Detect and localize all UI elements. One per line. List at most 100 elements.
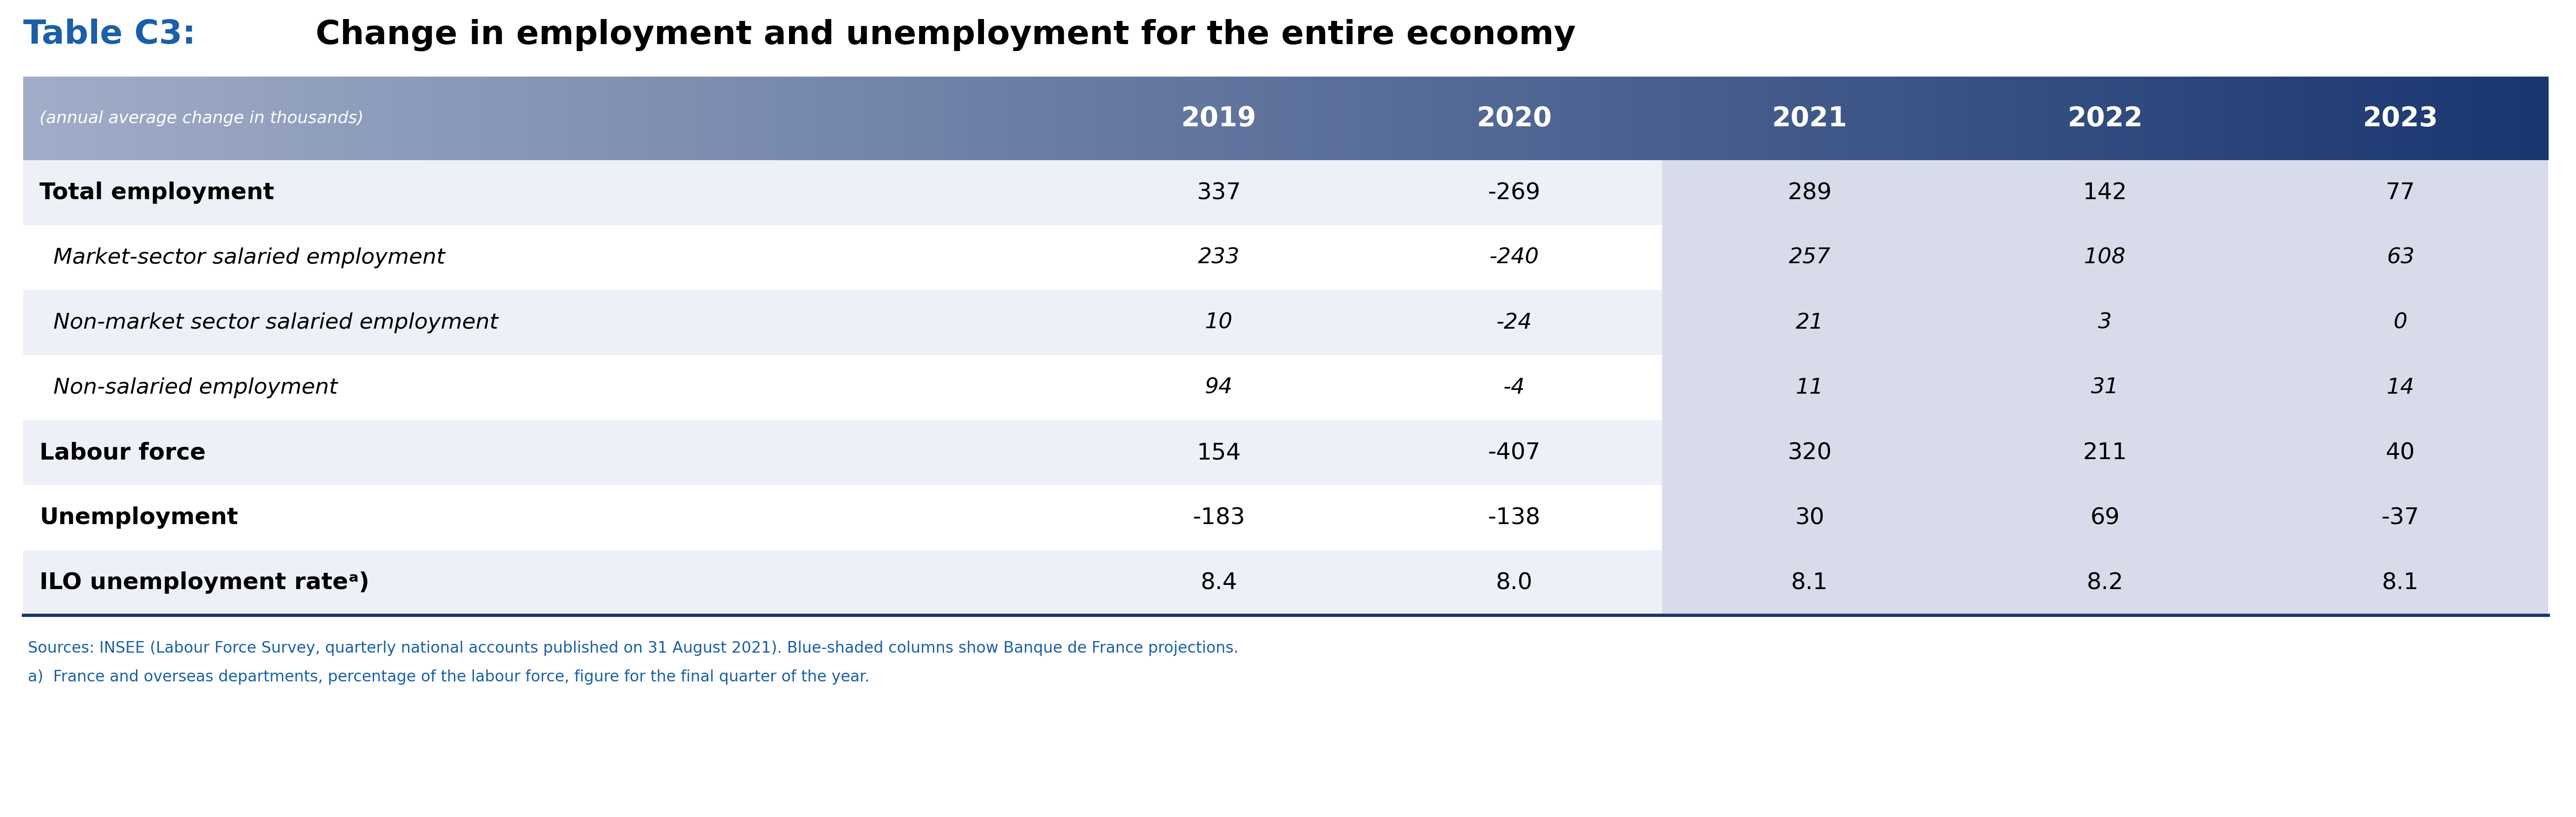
Bar [1378, 77, 1386, 160]
Bar [899, 77, 907, 160]
Bar [773, 77, 781, 160]
Bar [2161, 77, 2169, 160]
Text: 3: 3 [2097, 312, 2112, 333]
Bar [1984, 77, 1994, 160]
Bar [2177, 77, 2187, 160]
Bar [587, 77, 595, 160]
Bar [224, 77, 234, 160]
Text: 211: 211 [2084, 441, 2128, 464]
Bar [1100, 77, 1110, 160]
Bar [469, 77, 479, 160]
Bar [2347, 77, 2354, 160]
Bar [41, 77, 49, 160]
Bar [1832, 77, 1842, 160]
Bar [276, 77, 283, 160]
Bar [90, 77, 100, 160]
Bar [1445, 77, 1455, 160]
Bar [2102, 77, 2110, 160]
Text: 289: 289 [1788, 181, 1832, 203]
Bar [907, 77, 917, 160]
Bar [1731, 77, 1741, 160]
Bar [1950, 77, 1960, 160]
Bar [2488, 77, 2499, 160]
Text: 11: 11 [1795, 377, 1824, 398]
Bar [696, 77, 706, 160]
Bar [31, 77, 41, 160]
Bar [1025, 77, 1033, 160]
Bar [1074, 77, 1084, 160]
Text: -183: -183 [1193, 507, 1244, 529]
Bar [1412, 77, 1422, 160]
Text: (annual average change in thousands): (annual average change in thousands) [39, 110, 363, 127]
Bar [1244, 77, 1252, 160]
Bar [2110, 77, 2120, 160]
Bar [1226, 77, 1236, 160]
Bar [1522, 77, 1530, 160]
Bar [1352, 77, 1363, 160]
Bar [1868, 77, 1875, 160]
Text: a)  France and overseas departments, percentage of the labour force, figure for : a) France and overseas departments, perc… [28, 669, 871, 685]
Bar [1623, 77, 1631, 160]
Bar [992, 77, 999, 160]
Bar [1757, 77, 1767, 160]
Bar [410, 77, 420, 160]
Bar [1656, 77, 1664, 160]
Bar [361, 77, 368, 160]
Text: 21: 21 [1795, 312, 1824, 333]
Bar [2499, 77, 2506, 160]
Bar [461, 77, 469, 160]
Bar [2455, 77, 2465, 160]
Bar [1285, 77, 1296, 160]
Text: 8.1: 8.1 [2383, 571, 2419, 594]
Bar [502, 77, 513, 160]
Text: 10: 10 [1206, 312, 1234, 333]
Text: Market-sector salaried employment: Market-sector salaried employment [39, 248, 446, 268]
Bar [1437, 77, 1445, 160]
Bar [2372, 77, 2380, 160]
Bar [368, 77, 376, 160]
Bar [335, 77, 343, 160]
Bar [2473, 77, 2481, 160]
Bar [2254, 77, 2262, 160]
Bar [142, 77, 149, 160]
Bar [855, 77, 866, 160]
Bar [1909, 77, 1917, 160]
Bar [528, 77, 536, 160]
Bar [1200, 77, 1211, 160]
Bar [562, 77, 572, 160]
Bar [294, 77, 301, 160]
Bar [1193, 77, 1203, 160]
Bar [974, 77, 984, 160]
Bar [2321, 77, 2329, 160]
Text: 154: 154 [1198, 441, 1242, 464]
Bar [1463, 77, 1471, 160]
Bar [428, 77, 435, 160]
Bar [1546, 77, 1556, 160]
Bar [1901, 77, 1909, 160]
Text: -24: -24 [1497, 312, 1533, 333]
Bar [1430, 77, 1437, 160]
Bar [1118, 77, 1126, 160]
Bar [2017, 77, 2027, 160]
Bar [940, 77, 951, 160]
Bar [1662, 290, 2548, 355]
Text: 108: 108 [2084, 248, 2125, 268]
Bar [2362, 77, 2372, 160]
Bar [747, 77, 755, 160]
Bar [948, 77, 958, 160]
Bar [75, 77, 82, 160]
Bar [981, 77, 992, 160]
Text: 63: 63 [2385, 248, 2414, 268]
Text: 69: 69 [2089, 507, 2120, 529]
Bar [2506, 77, 2514, 160]
Bar [1883, 77, 1893, 160]
Text: 320: 320 [1788, 441, 1832, 464]
Bar [1396, 77, 1404, 160]
Bar [250, 77, 260, 160]
Text: 2020: 2020 [1476, 105, 1551, 132]
Bar [2143, 77, 2154, 160]
Bar [1775, 77, 1783, 160]
Bar [2380, 77, 2388, 160]
Bar [714, 77, 721, 160]
Bar [268, 77, 276, 160]
